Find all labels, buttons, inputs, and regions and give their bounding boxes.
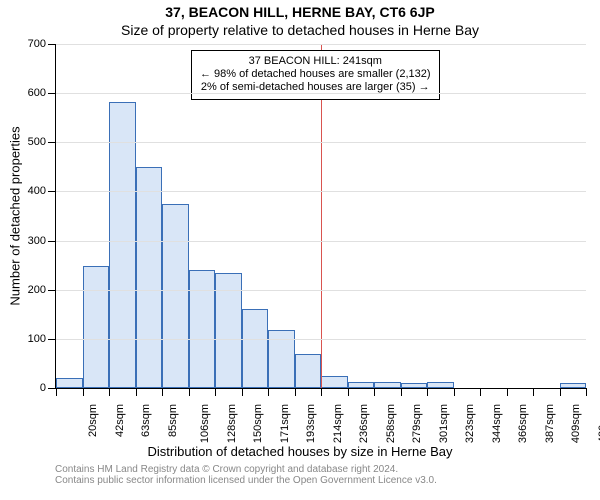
y-tick <box>48 388 56 389</box>
histogram-bar <box>321 376 348 388</box>
y-tick <box>48 44 56 45</box>
histogram-bar <box>560 383 587 388</box>
x-axis-label: Distribution of detached houses by size … <box>0 444 600 459</box>
histogram-bar <box>401 383 428 388</box>
histogram-bar <box>427 382 454 388</box>
x-tick <box>295 388 296 396</box>
y-gridline <box>56 191 586 192</box>
x-tick <box>56 388 57 396</box>
y-tick-label: 600 <box>28 87 46 99</box>
x-tick <box>560 388 561 396</box>
x-tick <box>162 388 163 396</box>
y-tick <box>48 142 56 143</box>
x-tick <box>427 388 428 396</box>
x-tick-label: 42sqm <box>114 404 126 437</box>
y-tick-label: 300 <box>28 235 46 247</box>
x-tick <box>454 388 455 396</box>
y-tick <box>48 191 56 192</box>
histogram-bar <box>136 167 163 388</box>
x-tick <box>321 388 322 396</box>
y-gridline <box>56 44 586 45</box>
x-tick-label: 171sqm <box>279 404 291 443</box>
x-tick-label: 344sqm <box>491 404 503 443</box>
chart-container: 37, BEACON HILL, HERNE BAY, CT6 6JP Size… <box>0 0 600 500</box>
x-tick-label: 63sqm <box>140 404 152 437</box>
plot-area: 37 BEACON HILL: 241sqm ← 98% of detached… <box>55 44 586 389</box>
y-gridline <box>56 339 586 340</box>
annotation-line2: ← 98% of detached houses are smaller (2,… <box>200 68 431 81</box>
x-tick-label: 301sqm <box>438 404 450 443</box>
x-tick-label: 150sqm <box>252 404 264 443</box>
footer: Contains HM Land Registry data © Crown c… <box>55 464 437 486</box>
x-tick <box>401 388 402 396</box>
y-gridline <box>56 93 586 94</box>
x-tick <box>109 388 110 396</box>
y-tick-label: 100 <box>28 333 46 345</box>
histogram-bar <box>374 382 401 388</box>
x-tick-label: 258sqm <box>385 404 397 443</box>
x-tick-label: 323sqm <box>464 404 476 443</box>
x-tick <box>268 388 269 396</box>
sub-title: Size of property relative to detached ho… <box>0 22 600 38</box>
x-tick-label: 366sqm <box>517 404 529 443</box>
x-tick-label: 128sqm <box>226 404 238 443</box>
histogram-bar <box>162 204 189 388</box>
y-tick <box>48 290 56 291</box>
annotation-box: 37 BEACON HILL: 241sqm ← 98% of detached… <box>191 50 440 100</box>
main-title: 37, BEACON HILL, HERNE BAY, CT6 6JP <box>0 4 600 20</box>
annotation-line1: 37 BEACON HILL: 241sqm <box>200 55 431 68</box>
y-tick-label: 0 <box>40 382 46 394</box>
y-gridline <box>56 142 586 143</box>
x-tick-label: 214sqm <box>332 404 344 443</box>
histogram-bar <box>109 102 136 388</box>
y-tick-label: 400 <box>28 185 46 197</box>
footer-line1: Contains HM Land Registry data © Crown c… <box>55 464 437 475</box>
histogram-bar <box>56 378 83 388</box>
y-tick-label: 200 <box>28 284 46 296</box>
x-tick <box>533 388 534 396</box>
x-tick <box>189 388 190 396</box>
x-tick-label: 236sqm <box>358 404 370 443</box>
y-tick-label: 500 <box>28 136 46 148</box>
y-gridline <box>56 241 586 242</box>
x-tick <box>480 388 481 396</box>
x-tick-label: 409sqm <box>570 404 582 443</box>
x-tick-label: 20sqm <box>87 404 99 437</box>
x-tick-label: 279sqm <box>411 404 423 443</box>
y-tick <box>48 93 56 94</box>
x-tick-label: 430sqm <box>597 404 600 443</box>
x-tick <box>507 388 508 396</box>
x-tick <box>83 388 84 396</box>
y-tick <box>48 241 56 242</box>
x-tick-label: 193sqm <box>305 404 317 443</box>
histogram-bar <box>295 354 322 388</box>
x-tick-label: 106sqm <box>199 404 211 443</box>
y-tick <box>48 339 56 340</box>
histogram-bar <box>83 266 110 388</box>
x-tick <box>374 388 375 396</box>
x-tick <box>242 388 243 396</box>
histogram-bar <box>348 382 375 388</box>
x-tick <box>348 388 349 396</box>
y-gridline <box>56 290 586 291</box>
x-tick <box>136 388 137 396</box>
x-tick <box>215 388 216 396</box>
histogram-bar <box>189 270 216 388</box>
histogram-bar <box>242 309 269 388</box>
y-tick-label: 700 <box>28 38 46 50</box>
x-tick <box>586 388 587 396</box>
y-axis-label: Number of detached properties <box>8 126 23 305</box>
footer-line2: Contains public sector information licen… <box>55 475 437 486</box>
x-tick-label: 85sqm <box>167 404 179 437</box>
x-tick-label: 387sqm <box>544 404 556 443</box>
